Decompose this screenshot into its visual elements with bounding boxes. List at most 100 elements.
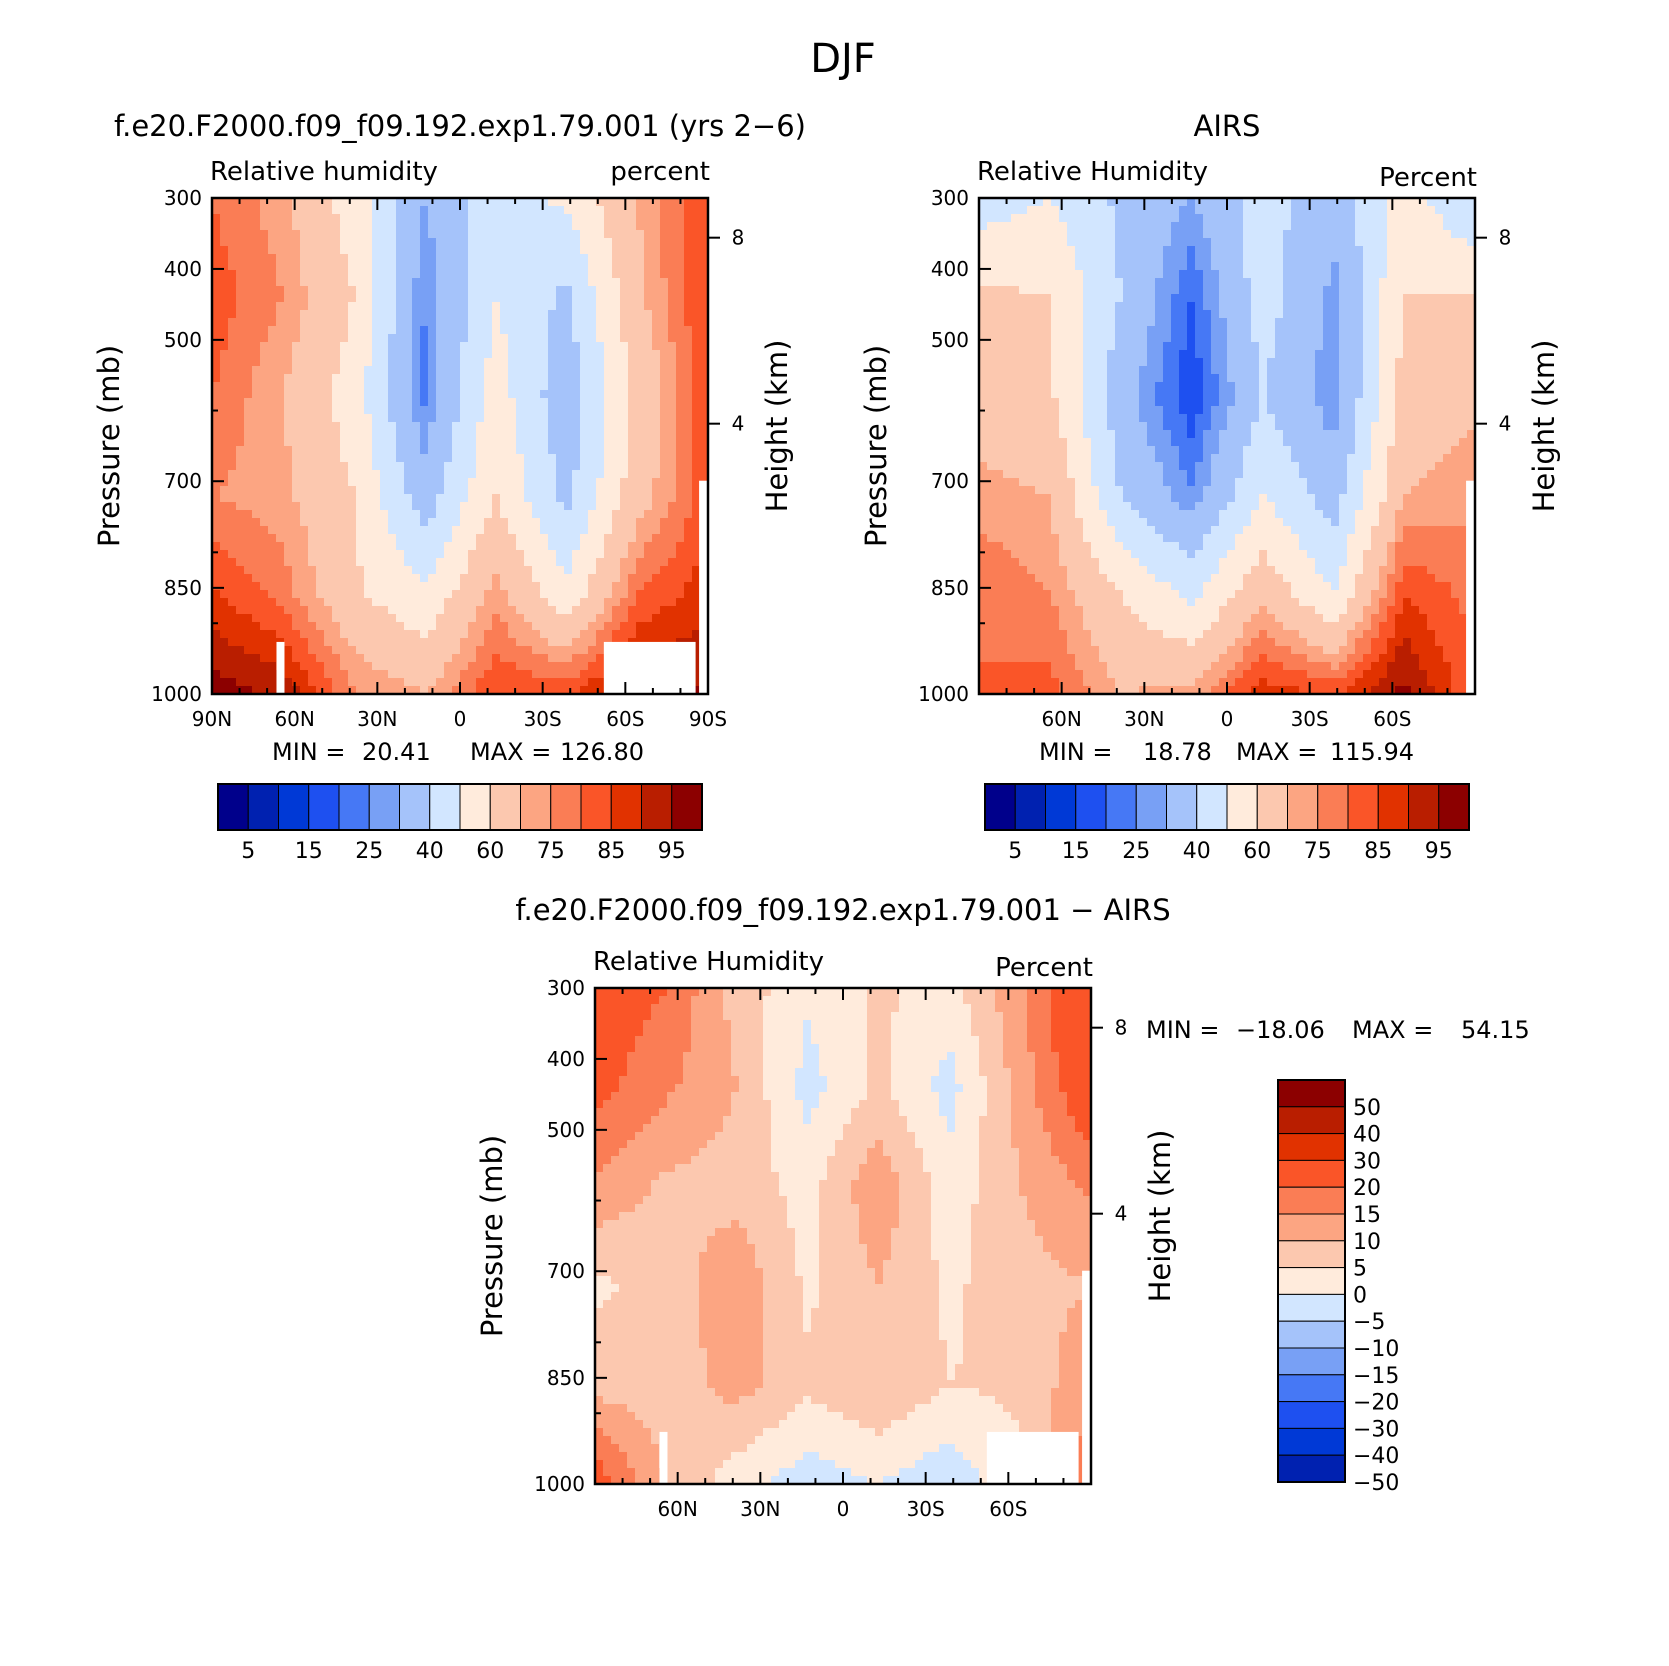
contour-cell (588, 678, 597, 687)
contour-cell (228, 302, 237, 311)
contour-cell (412, 246, 421, 255)
contour-cell (1387, 262, 1396, 271)
contour-cell (548, 374, 557, 383)
contour-cell (300, 350, 309, 359)
contour-cell (1355, 326, 1364, 335)
contour-cell (540, 478, 549, 487)
contour-cell (1155, 222, 1164, 231)
contour-cell (396, 398, 405, 407)
contour-cell (1115, 198, 1124, 207)
contour-cell (1235, 206, 1244, 215)
contour-cell (1075, 278, 1084, 287)
contour-cell (292, 222, 301, 231)
contour-cell (500, 414, 509, 423)
contour-cell (1171, 238, 1180, 247)
contour-cell (1163, 262, 1172, 271)
contour-cell (396, 566, 405, 575)
contour-cell (628, 214, 637, 223)
contour-cell (436, 342, 445, 351)
contour-cell (404, 534, 413, 543)
contour-cell (236, 582, 245, 591)
contour-cell (620, 534, 629, 543)
contour-cell (564, 494, 573, 503)
contour-cell (388, 278, 397, 287)
contour-cell (1395, 246, 1404, 255)
contour-cell (364, 510, 373, 519)
contour-cell (284, 462, 293, 471)
contour-cell (476, 446, 485, 455)
contour-cell (684, 422, 693, 431)
contour-cell (1179, 270, 1188, 279)
contour-cell (1259, 302, 1268, 311)
contour-cell (1211, 286, 1220, 295)
contour-cell (1259, 198, 1268, 207)
contour-cell (500, 366, 509, 375)
contour-cell (332, 582, 341, 591)
contour-cell (628, 270, 637, 279)
contour-cell (596, 278, 605, 287)
contour-cell (1187, 318, 1196, 327)
contour-cell (684, 582, 693, 591)
contour-cell (1411, 214, 1420, 223)
contour-cell (652, 294, 661, 303)
contour-cell (380, 454, 389, 463)
contour-cell (612, 486, 621, 495)
contour-cell (444, 686, 453, 695)
contour-cell (348, 310, 357, 319)
contour-cell (1403, 286, 1412, 295)
contour-cell (372, 542, 381, 551)
contour-cell (588, 510, 597, 519)
contour-cell (548, 566, 557, 575)
contour-cell (1179, 198, 1188, 207)
contour-cell (212, 486, 221, 495)
contour-cell (372, 622, 381, 631)
contour-cell (540, 374, 549, 383)
contour-cell (612, 262, 621, 271)
contour-cell (1275, 318, 1284, 327)
contour-cell (244, 654, 253, 663)
contour-cell (484, 206, 493, 215)
contour-cell (252, 654, 261, 663)
contour-cell (412, 198, 421, 207)
contour-cell (452, 486, 461, 495)
contour-cell (348, 662, 357, 671)
contour-cell (1211, 326, 1220, 335)
contour-cell (564, 342, 573, 351)
contour-cell (548, 430, 557, 439)
contour-cell (596, 382, 605, 391)
contour-cell (1363, 198, 1372, 207)
contour-cell (1259, 326, 1268, 335)
contour-cell (508, 662, 517, 671)
contour-cell (404, 662, 413, 671)
contour-cell (460, 422, 469, 431)
contour-cell (476, 326, 485, 335)
contour-cell (1275, 270, 1284, 279)
contour-cell (620, 622, 629, 631)
contour-cell (580, 686, 589, 695)
contour-cell (660, 286, 669, 295)
contour-cell (644, 246, 653, 255)
contour-cell (252, 302, 261, 311)
contour-cell (692, 262, 701, 271)
contour-cell (324, 566, 333, 575)
contour-cell (468, 606, 477, 615)
contour-cell (1283, 278, 1292, 287)
contour-cell (620, 454, 629, 463)
contour-cell (1219, 254, 1228, 263)
contour-cell (1083, 230, 1092, 239)
contour-cell (236, 270, 245, 279)
contour-cell (252, 254, 261, 263)
contour-cell (412, 550, 421, 559)
contour-cell (564, 374, 573, 383)
contour-cell (676, 238, 685, 247)
contour-cell (356, 462, 365, 471)
contour-cell (412, 390, 421, 399)
contour-cell (572, 286, 581, 295)
contour-cell (540, 502, 549, 511)
contour-cell (284, 198, 293, 207)
contour-cell (1123, 214, 1132, 223)
contour-cell (460, 670, 469, 679)
contour-cell (1131, 206, 1140, 215)
contour-cell (1147, 270, 1156, 279)
contour-cell (452, 302, 461, 311)
